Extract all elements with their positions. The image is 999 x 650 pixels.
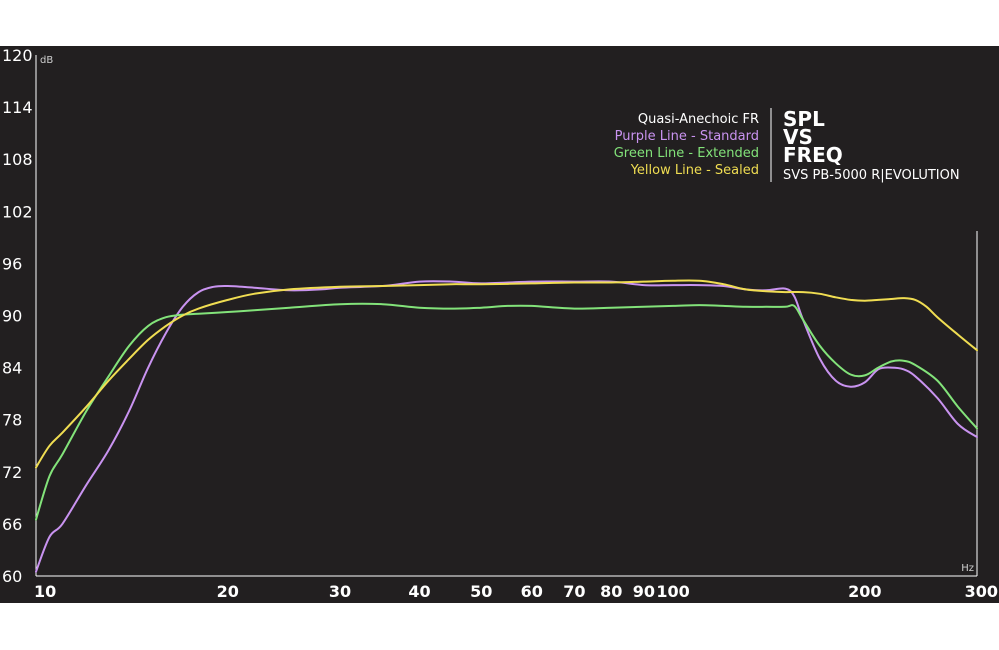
x-tick-label: 40 xyxy=(408,582,430,601)
spl-frequency-chart: 120 114 108 102 96 90 84 78 72 66 60 dB Hz 10 20 30 40 50… xyxy=(2,46,998,601)
title-line-freq: FREQ xyxy=(783,143,843,167)
x-tick-label: 10 xyxy=(34,582,56,601)
y-tick-label: 78 xyxy=(2,411,22,430)
x-tick-label: 60 xyxy=(521,582,543,601)
series-layer xyxy=(35,279,978,573)
legend-entry-sealed: Yellow Line - Sealed xyxy=(630,163,759,178)
x-tick-label: 50 xyxy=(470,582,492,601)
x-unit-label: Hz xyxy=(961,563,974,574)
title-line-vs: VS xyxy=(783,125,813,149)
y-tick-label: 90 xyxy=(2,307,22,326)
series-line-sealed xyxy=(35,279,978,469)
x-tick-label: 70 xyxy=(563,582,585,601)
y-tick-label: 72 xyxy=(2,463,22,482)
x-tick-label: 20 xyxy=(217,582,239,601)
chart-panel: 120 114 108 102 96 90 84 78 72 66 60 dB Hz 10 20 30 40 50… xyxy=(0,46,999,603)
series-line-standard xyxy=(35,280,978,573)
x-tick-label: 100 xyxy=(656,582,689,601)
x-tick-label: 90 xyxy=(633,582,655,601)
y-tick-label: 96 xyxy=(2,254,22,273)
y-tick-label: 60 xyxy=(2,567,22,586)
legend: Quasi-Anechoic FR Purple Line - Standard… xyxy=(614,107,960,183)
legend-entry-standard: Purple Line - Standard xyxy=(615,129,759,144)
x-tick-label: 200 xyxy=(848,582,881,601)
y-tick-label: 108 xyxy=(2,150,33,169)
legend-entry-extended: Green Line - Extended xyxy=(614,146,759,161)
x-tick-label: 300 xyxy=(965,582,998,601)
title-line-spl: SPL xyxy=(783,107,825,131)
y-tick-label: 66 xyxy=(2,515,22,534)
y-tick-label: 84 xyxy=(2,359,22,378)
axes-layer: 120 114 108 102 96 90 84 78 72 66 60 dB Hz 10 20 30 40 50… xyxy=(2,46,998,601)
y-tick-label: 120 xyxy=(2,46,33,65)
y-tick-label: 102 xyxy=(2,202,33,221)
x-tick-label: 30 xyxy=(329,582,351,601)
chart-subtitle: SVS PB-5000 R|EVOLUTION xyxy=(783,168,960,183)
legend-heading: Quasi-Anechoic FR xyxy=(638,112,759,127)
y-unit-label: dB xyxy=(40,55,53,66)
y-tick-label: 114 xyxy=(2,98,33,117)
x-tick-label: 80 xyxy=(600,582,622,601)
series-line-extended xyxy=(35,302,978,521)
